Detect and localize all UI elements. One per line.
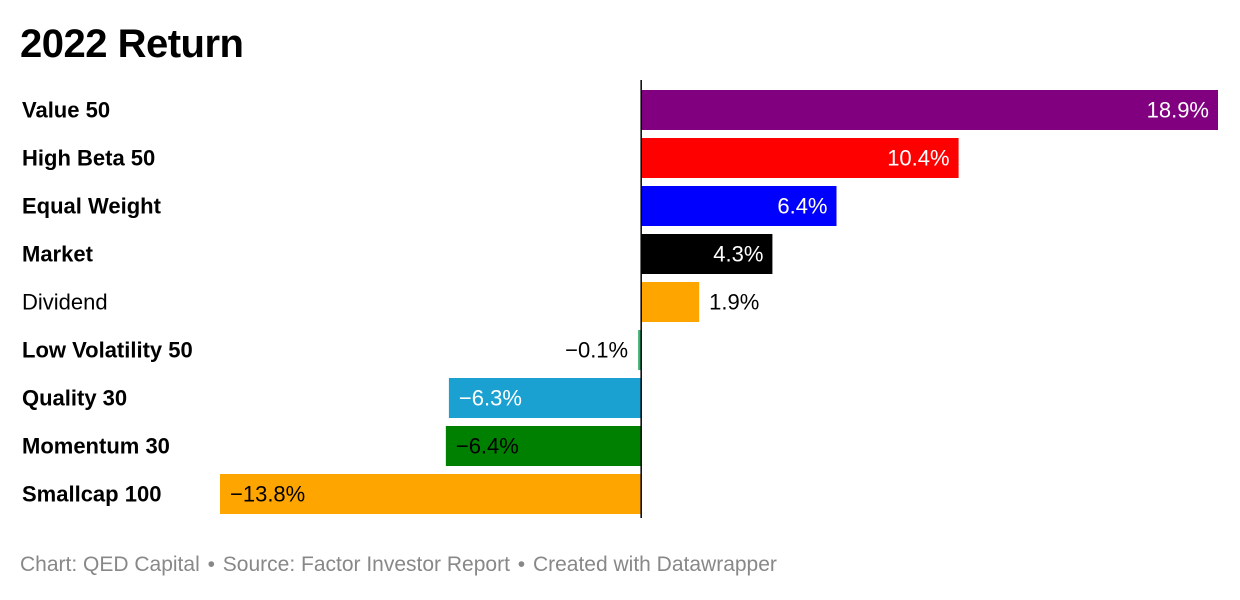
category-label: Quality 30 xyxy=(22,386,127,411)
category-label: Momentum 30 xyxy=(22,434,170,459)
footer-chart-credit: Chart: QED Capital xyxy=(20,553,200,576)
footer-separator: • xyxy=(517,553,526,576)
value-label: 1.9% xyxy=(709,290,759,315)
bar xyxy=(641,186,837,226)
value-label: 18.9% xyxy=(1147,98,1209,123)
category-label: Equal Weight xyxy=(22,194,162,219)
bar xyxy=(641,90,1218,130)
footer-tool-credit: Created with Datawrapper xyxy=(532,553,777,576)
chart-footer: Chart: QED Capital • Source: Factor Inve… xyxy=(20,553,777,577)
bar xyxy=(220,474,642,514)
bar xyxy=(448,378,642,418)
value-label: −6.4% xyxy=(456,434,519,459)
category-label: Value 50 xyxy=(22,98,110,123)
value-label: −6.3% xyxy=(459,386,522,411)
value-label: 6.4% xyxy=(777,194,827,219)
category-label: Dividend xyxy=(22,290,108,315)
bar xyxy=(641,234,773,274)
value-label: 10.4% xyxy=(887,146,949,171)
value-label: 4.3% xyxy=(713,242,763,267)
footer-source: Source: Factor Investor Report xyxy=(222,553,510,576)
category-label: High Beta 50 xyxy=(22,146,155,171)
bar xyxy=(638,330,642,370)
chart-title: 2022 Return xyxy=(20,22,244,66)
footer-separator: • xyxy=(207,553,215,576)
category-label: Market xyxy=(22,242,94,267)
category-label: Smallcap 100 xyxy=(22,482,161,507)
category-label: Low Volatility 50 xyxy=(22,338,193,363)
bar xyxy=(641,138,959,178)
bar xyxy=(641,282,700,322)
value-label: −13.8% xyxy=(230,482,305,507)
value-label: −0.1% xyxy=(565,338,628,363)
bar xyxy=(445,426,642,466)
bar-chart: Value 50 18.9% High Beta 50 10.4% Equal Weig… xyxy=(22,80,1218,518)
